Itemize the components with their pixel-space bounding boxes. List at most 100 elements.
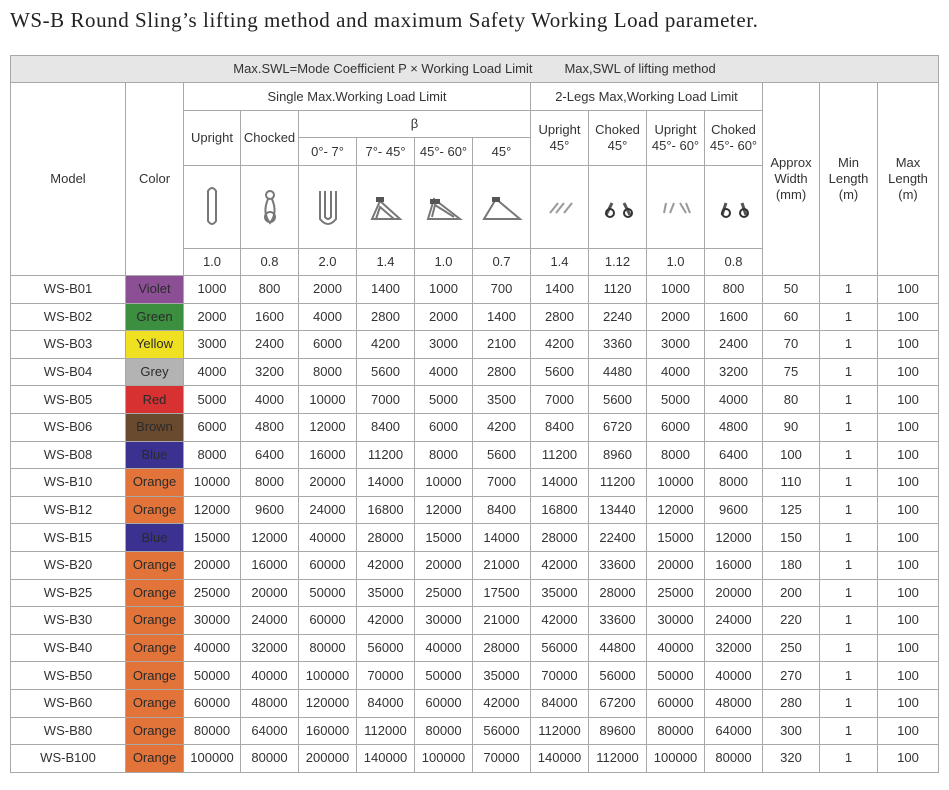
note-cell: Max.SWL=Mode Coefficient P × Working Loa… [9, 55, 940, 83]
value: 80000 [646, 716, 705, 746]
value: 100 [876, 578, 940, 608]
value: 4000 [704, 385, 763, 414]
value: 42000 [530, 606, 589, 635]
value: 30000 [646, 606, 705, 635]
value: 56000 [530, 633, 589, 663]
value: 2400 [240, 330, 299, 359]
angle-header: 45°- 60° [414, 137, 473, 166]
value: 100 [876, 633, 940, 663]
value: 4000 [414, 357, 473, 387]
two-leg-group: 2-Legs Max,Working Load Limit [530, 82, 763, 111]
value: 1400 [530, 275, 589, 304]
value: 20000 [298, 468, 357, 497]
value: 5000 [414, 385, 473, 414]
value: 3000 [183, 330, 241, 359]
value: 90 [762, 412, 820, 442]
color-swatch: Violet [125, 275, 184, 304]
model: WS-B02 [10, 302, 126, 332]
value: 80 [762, 385, 820, 414]
upright-header: Upright [183, 110, 241, 166]
value: 11200 [356, 440, 415, 470]
coefficient: 1.0 [646, 248, 705, 276]
value: 100 [876, 275, 940, 304]
model: WS-B05 [10, 385, 126, 414]
model: WS-B12 [10, 495, 126, 525]
value: 80000 [414, 716, 473, 746]
value: 8400 [530, 412, 589, 442]
model: WS-B03 [10, 330, 126, 359]
coefficient: 0.7 [472, 248, 531, 276]
value: 25000 [414, 578, 473, 608]
value: 14000 [356, 468, 415, 497]
value: 20000 [240, 578, 299, 608]
value: 112000 [356, 716, 415, 746]
value: 16800 [356, 495, 415, 525]
value: 800 [240, 275, 299, 304]
value: 300 [762, 716, 820, 746]
value: 40000 [704, 661, 763, 690]
value: 4000 [646, 357, 705, 387]
value: 2240 [588, 302, 647, 332]
color-swatch: Yellow [125, 330, 184, 359]
data-row: WS-B30 Orange 30000 24000 60000 42000 30000 210… [10, 606, 940, 635]
color-swatch: Orange [125, 606, 184, 635]
value: 2000 [298, 275, 357, 304]
value: 3000 [414, 330, 473, 359]
value: 7000 [356, 385, 415, 414]
value: 80000 [704, 744, 763, 773]
value: 24000 [704, 606, 763, 635]
value: 100 [876, 688, 940, 718]
value: 110 [762, 468, 820, 497]
value: 64000 [704, 716, 763, 746]
value: 1 [819, 468, 878, 497]
value: 12000 [240, 523, 299, 552]
data-row: WS-B04 Grey 4000 3200 8000 5600 4000 2800 5600 44… [10, 357, 940, 387]
value: 100 [876, 440, 940, 470]
value: 200 [762, 578, 820, 608]
value: 10000 [414, 468, 473, 497]
value: 24000 [240, 606, 299, 635]
sling-icon [548, 202, 573, 214]
value: 75 [762, 357, 820, 387]
value: 80000 [240, 744, 299, 773]
value: 42000 [472, 688, 531, 718]
value: 4200 [530, 330, 589, 359]
value: 800 [704, 275, 763, 304]
coefficient: 1.4 [356, 248, 415, 276]
color-swatch: Orange [125, 688, 184, 718]
value: 70000 [472, 744, 531, 773]
model: WS-B04 [10, 357, 126, 387]
value: 1 [819, 275, 878, 304]
value: 60000 [298, 550, 357, 580]
value: 8000 [414, 440, 473, 470]
value: 100 [876, 412, 940, 442]
color-swatch: Red [125, 385, 184, 414]
value: 2400 [704, 330, 763, 359]
width-header: Approx Width (mm) [762, 82, 820, 276]
value: 8960 [588, 440, 647, 470]
value: 100000 [183, 744, 241, 773]
value: 84000 [356, 688, 415, 718]
note-right: Max,SWL of lifting method [564, 61, 716, 76]
value: 3200 [240, 357, 299, 387]
value: 140000 [530, 744, 589, 773]
value: 14000 [530, 468, 589, 497]
value: 60000 [183, 688, 241, 718]
data-row: WS-B20 Orange 20000 16000 60000 42000 20000 210… [10, 550, 940, 580]
value: 280 [762, 688, 820, 718]
value: 5000 [183, 385, 241, 414]
data-row: WS-B01 Violet 1000 800 2000 1400 1000 700 1400 11… [10, 275, 940, 304]
value: 100000 [414, 744, 473, 773]
value: 100 [876, 385, 940, 414]
value: 270 [762, 661, 820, 690]
value: 6000 [414, 412, 473, 442]
value: 100 [876, 302, 940, 332]
value: 112000 [588, 744, 647, 773]
value: 20000 [183, 550, 241, 580]
value: 84000 [530, 688, 589, 718]
value: 2100 [472, 330, 531, 359]
value: 15000 [414, 523, 473, 552]
value: 56000 [472, 716, 531, 746]
data-row: WS-B80 Orange 80000 64000 160000 112000 80000 5… [10, 716, 940, 746]
value: 8000 [704, 468, 763, 497]
